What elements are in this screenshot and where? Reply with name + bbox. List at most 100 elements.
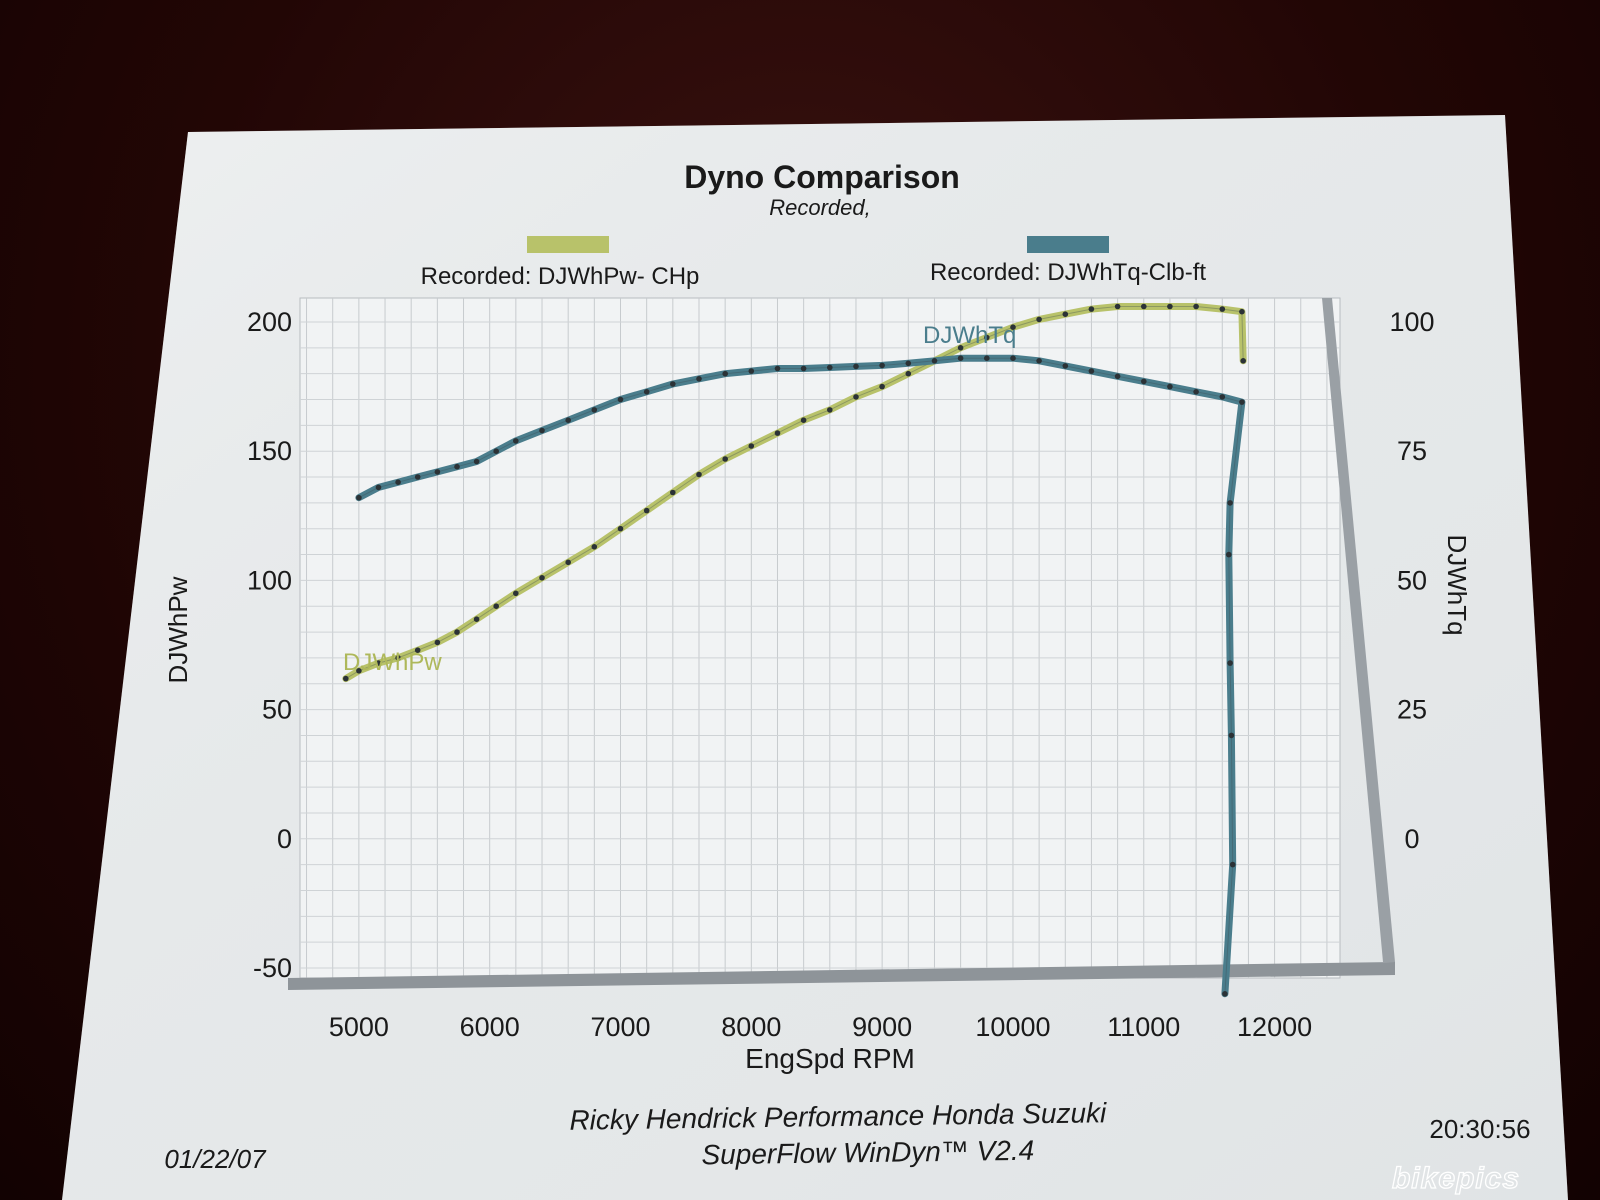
data-point-DJWhPw [800,417,807,424]
series-label-power: DJWhPw [343,649,442,676]
data-point-DJWhTq [853,363,859,370]
data-point-DJWhTq [414,474,421,480]
right-tick-label: 75 [1397,436,1427,466]
right-axis-bar [1322,298,1395,962]
x-tick-label: 12000 [1237,1012,1312,1042]
data-point-DJWhTq [434,469,441,475]
data-point-DJWhPw [670,489,676,496]
data-point-DJWhPw [395,655,401,661]
data-point-DJWhPw [643,507,650,514]
left-tick-label: 200 [247,307,292,337]
data-point-DJWhTq [539,427,545,434]
x-tick-label: 6000 [460,1012,520,1042]
data-point-DJWhPw [539,575,545,581]
legend-swatch-torque [1027,236,1109,253]
data-point-DJWhPw [454,629,460,635]
right-tick-labels: 100 75 50 25 0 [1389,307,1434,854]
data-point-DJWhTq [984,355,990,362]
left-tick-label: -50 [253,953,292,983]
data-point-DJWhPw [1114,303,1121,310]
data-point-DJWhPw [1167,303,1173,310]
data-point-DJWhTq [1219,394,1226,400]
footer-software: SuperFlow WinDyn™ V2.4 [701,1135,1034,1171]
legend-label-power: Recorded: DJWhPw- CHp [421,263,700,290]
data-point-DJWhTq [1062,363,1069,369]
data-point-DJWhTq [670,381,676,387]
data-point-DJWhPw [1193,303,1199,310]
left-tick-label: 0 [277,824,292,854]
data-point-DJWhTq [722,370,728,377]
right-tick-label: 0 [1404,824,1419,854]
data-point-DJWhTq [1114,373,1121,380]
data-point-DJWhTq [748,368,755,374]
right-tick-label: 50 [1397,565,1427,595]
data-point-DJWhPw [957,345,964,351]
data-point-DJWhPw [434,639,441,646]
x-tick-label: 9000 [852,1012,912,1042]
data-point-DJWhTq [1227,500,1233,506]
data-point-DJWhTq [591,407,598,413]
chart-subtitle: Recorded, [769,195,871,220]
legend-swatch-power [527,236,609,253]
data-point-DJWhTq [375,484,382,491]
left-tick-label: 50 [262,695,292,725]
right-tick-label: 100 [1389,307,1434,337]
data-point-DJWhTq [1227,660,1233,666]
data-point-DJWhPw [493,603,500,609]
x-tick-label: 11000 [1107,1012,1180,1042]
data-point-DJWhPw [375,660,382,666]
data-point-DJWhTq [1228,732,1235,739]
data-point-DJWhTq [356,494,362,501]
data-point-DJWhPw [984,334,990,341]
data-point-DJWhTq [1229,861,1236,868]
left-tick-label: 150 [247,436,292,466]
data-point-DJWhPw [905,370,912,377]
footer-shop-name: Ricky Hendrick Performance Honda Suzuki [569,1097,1107,1136]
right-axis-label: DJWhTq [1442,534,1472,635]
left-tick-label: 100 [247,565,292,595]
data-point-DJWhPw [513,590,519,597]
print-time: 20:30:56 [1429,1114,1530,1144]
data-point-DJWhTq [643,389,650,395]
data-point-DJWhPw [879,383,885,390]
legend-label-torque: Recorded: DJWhTq-Clb-ft [930,259,1206,286]
print-date: 01/22/07 [164,1144,267,1174]
data-point-DJWhTq [513,438,519,444]
left-axis-label: DJWhPw [163,576,193,683]
grid [300,298,1340,978]
data-point-DJWhTq [1088,368,1095,374]
data-point-DJWhTq [473,458,480,465]
data-point-DJWhTq [774,365,781,372]
data-point-DJWhTq [931,358,938,364]
data-point-DJWhTq [1193,389,1199,395]
data-point-DJWhTq [617,396,624,403]
data-point-DJWhTq [905,360,912,367]
x-axis-label: EngSpd RPM [745,1043,915,1074]
data-point-DJWhPw [473,616,480,622]
data-point-DJWhPw [827,407,833,413]
data-point-DJWhTq [1141,378,1147,385]
data-point-DJWhPw [1062,311,1069,318]
series-layer [342,303,1247,998]
data-point-DJWhPw [356,668,362,674]
data-point-DJWhPw [1141,303,1147,310]
data-point-DJWhTq [1226,551,1232,558]
data-point-DJWhPw [1239,308,1245,315]
data-point-DJWhPw [1219,306,1226,312]
data-point-DJWhPw [774,430,781,436]
data-point-DJWhPw [565,559,571,566]
data-point-DJWhTq [1167,383,1173,390]
watermark-logo: bikepics [1392,1162,1520,1195]
data-point-DJWhTq [696,376,702,382]
data-point-DJWhPw [343,675,349,682]
data-point-DJWhTq [1239,399,1245,405]
data-point-DJWhPw [1036,316,1042,323]
data-point-DJWhTq [454,463,460,470]
data-point-DJWhTq [1010,355,1016,362]
data-point-DJWhTq [1036,358,1042,364]
data-point-DJWhPw [1010,324,1016,331]
x-tick-label: 7000 [590,1012,650,1042]
data-point-DJWhTq [1222,991,1228,997]
left-tick-labels: 200 150 100 50 0 -50 [247,307,292,983]
